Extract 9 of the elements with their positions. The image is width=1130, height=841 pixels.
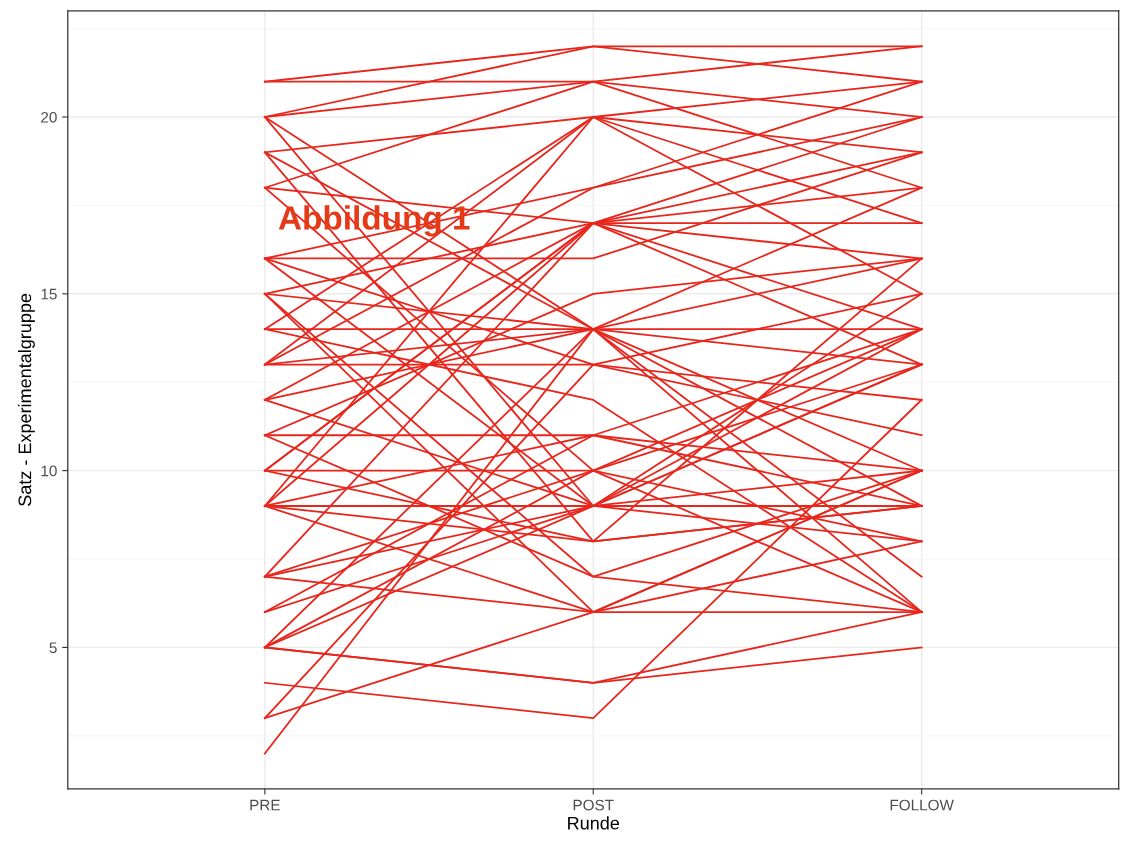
x-axis-title: Runde bbox=[568, 816, 620, 830]
y-tick-label: 20 bbox=[41, 111, 57, 123]
y-tick-label: 5 bbox=[49, 642, 57, 654]
x-tick-label: POST bbox=[573, 799, 614, 811]
x-tick-label: PRE bbox=[250, 799, 280, 811]
y-tick-label: 15 bbox=[41, 288, 57, 300]
y-axis-title: Satz - Experimentalgruppe bbox=[18, 293, 35, 506]
y-tick-label: 10 bbox=[41, 465, 57, 477]
x-tick-label: FOLLOW bbox=[890, 799, 954, 811]
